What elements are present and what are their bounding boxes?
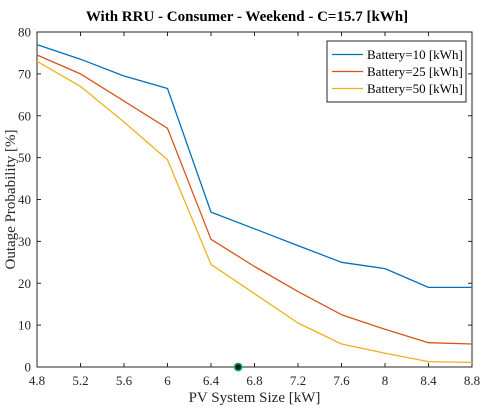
series-layer — [36, 43, 473, 364]
series-line-2 — [36, 54, 473, 345]
x-tick-label: 6.4 — [203, 373, 220, 388]
x-axis-label: PV System Size [kW] — [189, 390, 321, 406]
x-tick-label: 8.4 — [420, 373, 437, 388]
x-tick-label: 5.6 — [116, 373, 133, 388]
chart-title: With RRU - Consumer - Weekend - C=15.7 [… — [86, 9, 408, 25]
series-line-3 — [36, 60, 473, 364]
axis-ticks: 4.8 5.2 5.6 6 6.4 6.8 7.2 7.6 8 8.4 8.8 0 10 20 30 40 50… — [18, 25, 480, 389]
y-tick-label: 20 — [18, 276, 31, 291]
y-tick-label: 30 — [18, 234, 31, 249]
series-line-1 — [36, 43, 472, 289]
y-tick-label: 40 — [18, 192, 31, 207]
legend-label: Battery=50 [kWh] — [367, 81, 463, 96]
legend-label: Battery=10 [kWh] — [367, 47, 463, 62]
y-tick-label: 60 — [18, 108, 31, 123]
x-tick-label: 8 — [382, 373, 389, 388]
y-tick-label: 70 — [18, 66, 31, 81]
x-tick-label: 7.6 — [333, 373, 350, 388]
legend-label: Battery=25 [kWh] — [367, 64, 463, 79]
x-tick-label: 7.2 — [290, 373, 306, 388]
y-tick-label: 10 — [18, 318, 31, 333]
x-tick-label: 8.8 — [464, 373, 480, 388]
x-tick-label: 6 — [164, 373, 171, 388]
y-tick-label: 80 — [18, 25, 31, 40]
y-axis-label: Outage Probability [%] — [3, 130, 19, 270]
y-tick-label: 50 — [18, 150, 31, 165]
legend: Battery=10 [kWh] Battery=25 [kWh] Battery=… — [326, 40, 467, 103]
y-tick-label: 0 — [25, 360, 32, 375]
x-tick-label: 4.8 — [29, 373, 45, 388]
x-tick-label: 5.2 — [72, 373, 88, 388]
x-tick-label: 6.8 — [246, 373, 262, 388]
data-marker — [233, 362, 243, 372]
marker-layer — [233, 362, 243, 372]
